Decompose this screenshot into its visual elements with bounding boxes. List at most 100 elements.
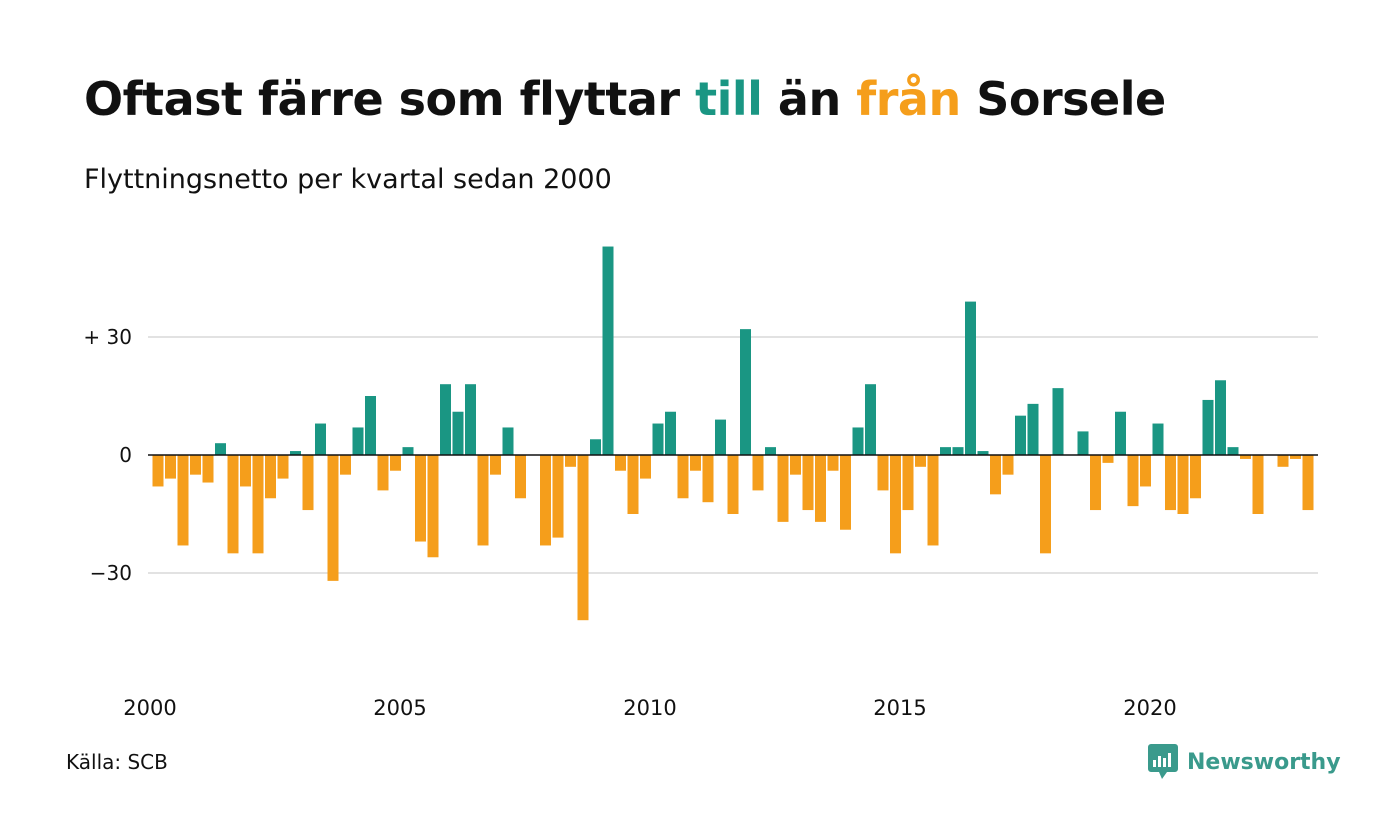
bar [727,455,739,514]
bar [1165,455,1176,511]
bar [1215,380,1226,455]
bar [952,447,964,455]
bar [990,455,1001,495]
bar [590,439,601,455]
bar [815,455,826,522]
bar [665,411,676,455]
source-note: Källa: SCB [66,750,168,774]
bars [152,246,1314,621]
bar [1140,455,1151,487]
bar [1227,447,1239,455]
title-part-3: Sorsele [960,72,1166,126]
gridlines [148,336,1318,574]
bar [1252,455,1264,514]
bar [452,411,464,455]
bar [365,396,376,455]
bar [490,455,501,475]
bar [715,419,726,455]
bar [877,455,889,491]
bar [327,455,339,581]
bar [802,455,814,511]
bar [302,455,314,511]
bar [352,427,364,455]
bar [190,455,201,475]
bar [1040,455,1051,554]
x-tick-label: 2015 [873,696,926,720]
bar [1190,455,1201,499]
x-tick-label: 2010 [623,696,676,720]
x-tick-label: 2005 [373,696,426,720]
bar [515,455,526,499]
newsworthy-logo[interactable]: Newsworthy [1148,744,1341,780]
bar [915,455,926,467]
bar [777,455,789,522]
bar [752,455,764,491]
bar [1240,455,1251,459]
newsworthy-logo-icon [1148,744,1178,779]
bar [840,455,851,530]
bar [1302,455,1314,511]
y-tick-label: −30 [90,561,132,585]
bar [340,455,351,475]
bar [377,455,389,491]
bar [765,447,776,455]
bar [240,455,251,487]
bar [1202,399,1214,455]
bar [652,423,664,455]
title-word-out: från [856,72,961,126]
bar [740,329,751,455]
bar [1102,455,1114,463]
bar [865,384,876,455]
bar [402,447,414,455]
bar [1290,455,1301,459]
x-tick-label: 2020 [1123,696,1176,720]
bar [390,455,401,471]
bar [565,455,576,467]
bar [615,455,626,471]
bar [1177,455,1189,514]
bar [790,455,801,475]
logo-text: Newsworthy [1187,749,1341,775]
title-part-1: Oftast färre som flyttar [84,72,696,126]
bar [315,423,326,455]
bar [290,451,301,455]
title-part-2: än [762,72,857,126]
bar [227,455,239,554]
bar [827,455,839,471]
bar [627,455,639,514]
bar [1052,388,1064,455]
bar [415,455,426,542]
bar [890,455,901,554]
bar [677,455,689,499]
bar [1077,431,1089,455]
bar [902,455,914,511]
bar [427,455,439,558]
y-tick-label: 0 [119,443,132,467]
bar [165,455,176,479]
bar [602,246,614,455]
bar [152,455,164,487]
bar [927,455,939,546]
bar [552,455,564,538]
bar [1152,423,1164,455]
bar [1127,455,1139,507]
bar [690,455,701,471]
bar [1115,411,1126,455]
bar [202,455,214,483]
bar [1002,455,1014,475]
bar [440,384,451,455]
bar [465,384,476,455]
bar [1015,415,1026,455]
bar [852,427,864,455]
chart-subtitle: Flyttningsnetto per kvartal sedan 2000 [84,164,612,195]
bar [965,301,976,455]
bar [1277,455,1289,467]
bar [540,455,551,546]
chart-title: Oftast färre som flyttar till än från So… [84,72,1166,126]
title-word-in: till [695,72,763,126]
bar [477,455,489,546]
x-tick-label: 2000 [123,696,176,720]
bar [177,455,189,546]
bar [265,455,276,499]
